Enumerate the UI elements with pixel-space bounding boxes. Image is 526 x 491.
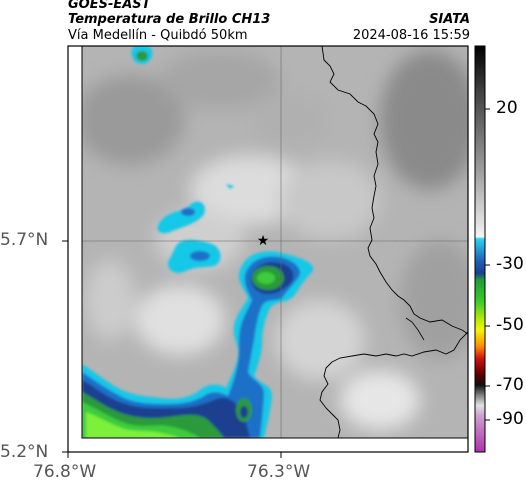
colorbar-label-m50: -50: [496, 315, 524, 335]
lat-label-1: 5.7°N: [0, 230, 49, 250]
colorbar-label-m30: -30: [496, 254, 524, 274]
product-title: Temperatura de Brillo CH13: [68, 12, 271, 27]
colorbar-label-m90: -90: [496, 409, 524, 429]
agency-label: SIATA: [429, 12, 470, 27]
lat-label-2: 5.2°N: [0, 442, 49, 462]
municipal-border: [405, 317, 425, 341]
colorbar-label-20: 20: [496, 98, 518, 118]
convective-clouds: [82, 46, 314, 438]
region-label: Vía Medellín - Quibdó 50km: [68, 28, 248, 43]
colorbar-label-m70: -70: [496, 375, 524, 395]
department-border-east: [321, 46, 468, 335]
lon-label-1: 76.8°W: [33, 462, 97, 482]
lon-label-2: 76.3°W: [247, 462, 311, 482]
source-label: GOES-EAST: [68, 0, 151, 12]
colorbar: [474, 45, 486, 453]
timestamp-label: 2024-08-16 15:59: [352, 28, 470, 43]
plot-axes: [67, 45, 469, 453]
department-border-south: [319, 331, 468, 438]
brightness-temperature-field: ★: [82, 46, 468, 438]
star-marker: ★: [257, 233, 270, 249]
